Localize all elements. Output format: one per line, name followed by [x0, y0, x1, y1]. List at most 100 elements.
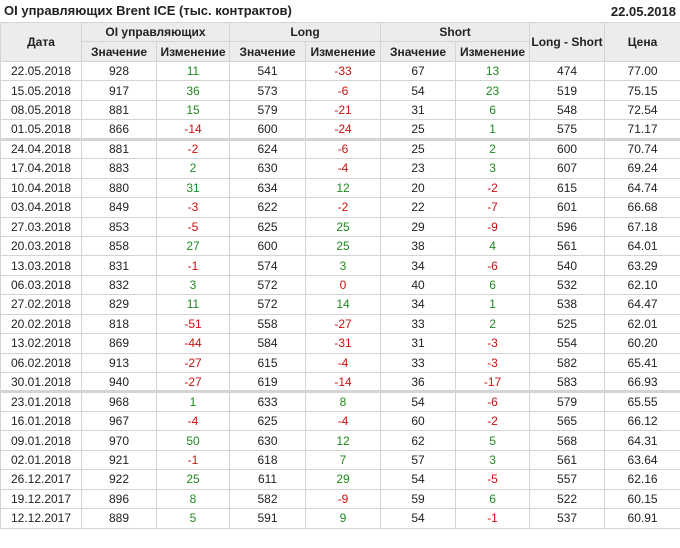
cell-short-change: -6: [455, 391, 531, 412]
cell-date: 12.12.2017: [0, 508, 82, 529]
cell-price: 60.20: [604, 333, 680, 354]
table-row: 19.12.2017 896 8 582 -9 59 6 522 60.15: [0, 488, 680, 510]
cell-long-short: 579: [529, 391, 606, 412]
cell-long-value: 600: [229, 235, 307, 257]
cell-oi-value: 866: [81, 119, 157, 141]
cell-price: 65.41: [604, 352, 680, 374]
cell-long-short: 582: [529, 352, 606, 374]
cell-long-value: 618: [229, 449, 307, 471]
table-row: 13.03.2018 831 -1 574 3 34 -6 540 63.29: [0, 255, 680, 276]
cell-short-value: 33: [380, 352, 457, 374]
cell-price: 72.54: [604, 99, 680, 121]
cell-short-value: 54: [380, 80, 457, 101]
cell-long-change: 8: [305, 391, 382, 412]
cell-price: 66.93: [604, 371, 680, 394]
cell-oi-change: 15: [155, 99, 231, 121]
cell-oi-value: 921: [81, 449, 157, 471]
cell-short-change: 3: [455, 449, 531, 471]
table-row: 27.02.2018 829 11 572 14 34 1 538 64.47: [0, 294, 680, 315]
cell-long-short: 532: [529, 274, 606, 296]
cell-oi-change: 5: [155, 508, 231, 529]
cell-short-value: 67: [380, 60, 457, 82]
cell-long-change: -31: [305, 333, 382, 354]
cell-oi-change: -27: [155, 352, 231, 374]
cell-oi-change: -1: [155, 449, 231, 471]
cell-price: 60.91: [604, 508, 680, 529]
cell-date: 23.01.2018: [0, 391, 82, 412]
cell-short-change: 5: [455, 430, 531, 451]
table-row: 20.03.2018 858 27 600 25 38 4 561 64.01: [0, 235, 680, 257]
cell-long-value: 622: [229, 197, 307, 218]
cell-date: 10.04.2018: [0, 177, 82, 199]
header-short: Short: [380, 22, 531, 42]
cell-long-value: 572: [229, 294, 307, 315]
cell-long-short: 525: [529, 313, 606, 335]
cell-long-value: 619: [229, 371, 307, 394]
cell-short-change: -1: [455, 508, 531, 529]
cell-long-short: 561: [529, 449, 606, 471]
cell-price: 62.01: [604, 313, 680, 335]
cell-long-short: 565: [529, 410, 606, 432]
cell-short-change: -17: [455, 371, 531, 394]
header-bar: OI управляющих Brent ICE (тыс. контракто…: [0, 0, 680, 22]
table-body: 22.05.2018 928 11 541 -33 67 13 474 77.00 15.05.2…: [0, 60, 680, 529]
header-date: Дата: [0, 22, 82, 62]
cell-long-short: 601: [529, 197, 606, 218]
cell-oi-change: 50: [155, 430, 231, 451]
cell-oi-value: 970: [81, 430, 157, 451]
cell-long-change: -33: [305, 60, 382, 82]
cell-long-value: 625: [229, 410, 307, 432]
cell-long-value: 630: [229, 430, 307, 451]
cell-price: 62.10: [604, 274, 680, 296]
cell-date: 16.01.2018: [0, 410, 82, 432]
cell-short-value: 54: [380, 508, 457, 529]
cell-long-change: -4: [305, 158, 382, 179]
header-long: Long: [229, 22, 382, 42]
cell-oi-change: 11: [155, 60, 231, 82]
table-row: 16.01.2018 967 -4 625 -4 60 -2 565 66.12: [0, 410, 680, 432]
cell-price: 67.18: [604, 216, 680, 237]
cell-long-change: 14: [305, 294, 382, 315]
cell-short-change: 1: [455, 294, 531, 315]
cell-long-change: -6: [305, 80, 382, 101]
cell-oi-value: 940: [81, 371, 157, 394]
cell-short-value: 34: [380, 294, 457, 315]
cell-long-change: 0: [305, 274, 382, 296]
cell-long-short: 519: [529, 80, 606, 101]
cell-date: 22.05.2018: [0, 60, 82, 82]
cell-short-value: 22: [380, 197, 457, 218]
cell-short-change: -6: [455, 255, 531, 276]
cell-oi-value: 818: [81, 313, 157, 335]
cell-oi-change: -51: [155, 313, 231, 335]
cell-long-short: 522: [529, 488, 606, 510]
cell-long-value: 600: [229, 119, 307, 141]
cell-short-value: 38: [380, 235, 457, 257]
cell-long-change: 3: [305, 255, 382, 276]
cell-long-value: 573: [229, 80, 307, 101]
cell-date: 01.05.2018: [0, 119, 82, 141]
cell-long-short: 596: [529, 216, 606, 237]
cell-short-value: 20: [380, 177, 457, 199]
cell-date: 26.12.2017: [0, 469, 82, 490]
cell-long-value: 615: [229, 352, 307, 374]
cell-date: 27.03.2018: [0, 216, 82, 237]
table-row: 26.12.2017 922 25 611 29 54 -5 557 62.16: [0, 469, 680, 490]
cell-short-value: 33: [380, 313, 457, 335]
cell-oi-change: 36: [155, 80, 231, 101]
cell-oi-value: 832: [81, 274, 157, 296]
cell-date: 27.02.2018: [0, 294, 82, 315]
cell-date: 24.04.2018: [0, 138, 82, 160]
cell-long-change: 29: [305, 469, 382, 490]
page-title: OI управляющих Brent ICE (тыс. контракто…: [4, 3, 292, 18]
cell-price: 60.15: [604, 488, 680, 510]
cell-short-value: 25: [380, 119, 457, 141]
cell-oi-value: 913: [81, 352, 157, 374]
table-row: 10.04.2018 880 31 634 12 20 -2 615 64.74: [0, 177, 680, 199]
cell-long-change: -4: [305, 352, 382, 374]
cell-price: 64.01: [604, 235, 680, 257]
cell-long-value: 630: [229, 158, 307, 179]
cell-short-change: 13: [455, 60, 531, 82]
cell-price: 62.16: [604, 469, 680, 490]
header-long-short: Long - Short: [529, 22, 606, 62]
cell-short-change: 23: [455, 80, 531, 101]
